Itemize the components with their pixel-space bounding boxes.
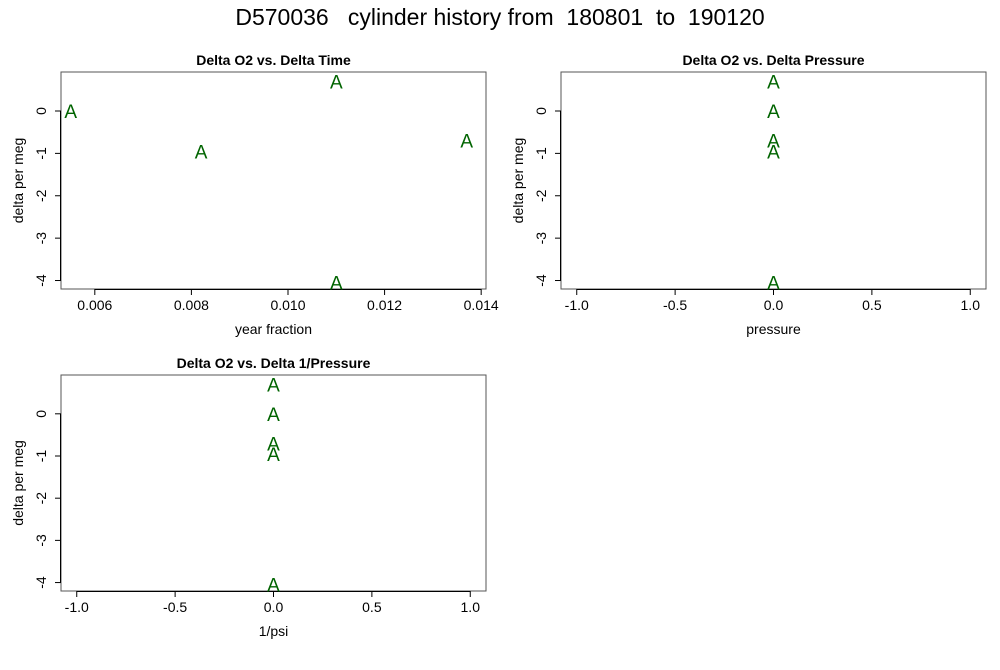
data-point: A bbox=[267, 576, 280, 597]
data-point: A bbox=[330, 72, 343, 93]
x-tick-label: 0.014 bbox=[464, 297, 499, 313]
data-point: A bbox=[330, 274, 343, 295]
y-tick-label: -3 bbox=[33, 232, 49, 245]
y-tick-label: -1 bbox=[33, 147, 49, 160]
x-tick-label: 0.5 bbox=[362, 599, 382, 615]
x-tick-label: 0.006 bbox=[77, 297, 112, 313]
x-axis-label: year fraction bbox=[235, 321, 312, 337]
panel-delta-time: Delta O2 vs. Delta Time 0.006 0.008 0.010 0.… bbox=[10, 52, 499, 337]
panel-delta-pressure: Delta O2 vs. Delta Pressure -1.0 -0.5 0.0 0.… bbox=[510, 52, 987, 337]
data-point: A bbox=[267, 405, 280, 426]
plot-title: Delta O2 vs. Delta 1/Pressure bbox=[177, 355, 371, 371]
x-axis-label: pressure bbox=[746, 321, 801, 337]
page-title: D570036 cylinder history from 180801 to … bbox=[235, 4, 765, 30]
y-tick-label: 0 bbox=[33, 107, 49, 115]
data-point: A bbox=[767, 72, 780, 93]
y-tick-label: -1 bbox=[33, 450, 49, 463]
y-tick-label: 0 bbox=[533, 107, 549, 115]
y-tick-label: -4 bbox=[533, 274, 549, 287]
y-tick-label: -3 bbox=[33, 534, 49, 547]
y-axis-label: delta per meg bbox=[510, 138, 526, 224]
x-tick-label: 0.008 bbox=[174, 297, 209, 313]
x-tick-label: 0.010 bbox=[270, 297, 305, 313]
data-point: A bbox=[460, 132, 473, 153]
y-tick-label: -2 bbox=[33, 189, 49, 202]
data-point: A bbox=[267, 445, 280, 466]
y-tick-label: -1 bbox=[533, 147, 549, 160]
plot-title: Delta O2 vs. Delta Pressure bbox=[682, 52, 864, 68]
x-tick-label: 0.0 bbox=[764, 297, 784, 313]
data-point: A bbox=[267, 434, 280, 455]
x-tick-label: -0.5 bbox=[663, 297, 687, 313]
data-point: A bbox=[267, 375, 280, 396]
y-axis-label: delta per meg bbox=[10, 440, 26, 526]
x-tick-label: 0.5 bbox=[862, 297, 882, 313]
panel-delta-inv-pressure: Delta O2 vs. Delta 1/Pressure -1.0 -0.5 0.0… bbox=[10, 355, 487, 639]
y-tick-label: -4 bbox=[33, 576, 49, 589]
y-tick-label: 0 bbox=[33, 410, 49, 418]
data-point: A bbox=[767, 132, 780, 153]
x-tick-label: 1.0 bbox=[961, 297, 981, 313]
x-tick-label: -1.0 bbox=[65, 599, 89, 615]
x-tick-label: 1.0 bbox=[461, 599, 481, 615]
plot-frame bbox=[60, 71, 487, 290]
data-point: A bbox=[767, 102, 780, 123]
data-point: A bbox=[767, 142, 780, 163]
data-point: A bbox=[767, 274, 780, 295]
y-tick-label: -3 bbox=[533, 232, 549, 245]
data-point: A bbox=[64, 102, 77, 123]
data-point: A bbox=[195, 142, 208, 163]
y-tick-label: -2 bbox=[533, 189, 549, 202]
y-axis-label: delta per meg bbox=[10, 138, 26, 224]
x-tick-label: 0.0 bbox=[264, 599, 284, 615]
x-tick-label: 0.012 bbox=[367, 297, 402, 313]
x-axis-label: 1/psi bbox=[259, 623, 289, 639]
y-tick-label: -4 bbox=[33, 274, 49, 287]
y-tick-label: -2 bbox=[33, 492, 49, 505]
x-tick-label: -0.5 bbox=[163, 599, 187, 615]
plot-title: Delta O2 vs. Delta Time bbox=[196, 52, 351, 68]
x-tick-label: -1.0 bbox=[565, 297, 589, 313]
